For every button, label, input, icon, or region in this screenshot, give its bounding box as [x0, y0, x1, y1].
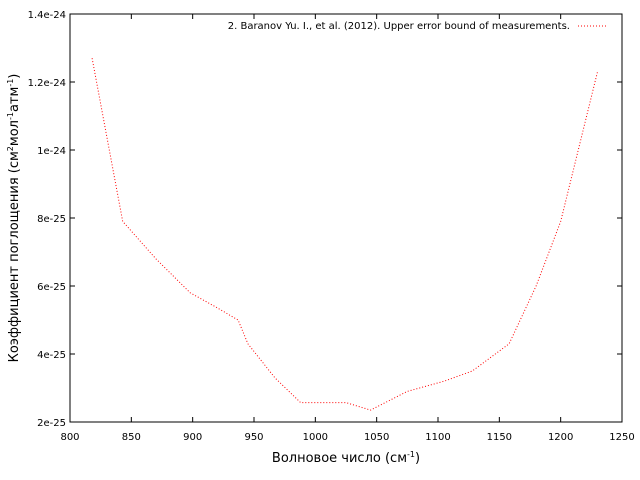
legend-entry-label: 2. Baranov Yu. I., et al. (2012). Upper … — [228, 21, 570, 32]
y-tick-label: 1.4e-24 — [28, 10, 66, 21]
y-tick-label: 4e-25 — [37, 350, 66, 361]
y-tick-label: 2e-25 — [37, 418, 66, 429]
x-tick-label: 1100 — [425, 432, 450, 443]
plot-frame — [69, 13, 623, 423]
y-tick-label: 6e-25 — [37, 282, 66, 293]
x-tick-label: 1050 — [364, 432, 389, 443]
x-tick-label: 1250 — [609, 432, 634, 443]
x-axis-label: Волновое число (см-1) — [272, 450, 420, 466]
x-tick-label: 1150 — [487, 432, 512, 443]
y-tick-label: 1e-24 — [37, 146, 66, 157]
x-tick-label: 1000 — [303, 432, 328, 443]
series-line-0 — [91, 58, 598, 411]
y-axis-ticks: 2e-25 4e-25 6e-25 8e-25 1e-24 1.2e-24 1.4e-24 — [28, 10, 622, 429]
x-axis-ticks: 800 850 900 950 1000 1050 1100 1150 1200 1250 — [60, 14, 635, 443]
y-tick-label: 1.2e-24 — [28, 78, 66, 89]
legend: 2. Baranov Yu. I., et al. (2012). Upper … — [228, 21, 608, 32]
y-axis-label: Коэффициент поглощения (см2мол-1атм-1) — [6, 74, 22, 363]
x-tick-label: 950 — [244, 432, 263, 443]
y-tick-label: 8e-25 — [37, 214, 66, 225]
series-layer — [91, 58, 598, 411]
x-tick-label: 800 — [60, 432, 79, 443]
x-tick-label: 1200 — [548, 432, 573, 443]
x-tick-label: 900 — [183, 432, 202, 443]
x-tick-label: 850 — [122, 432, 141, 443]
